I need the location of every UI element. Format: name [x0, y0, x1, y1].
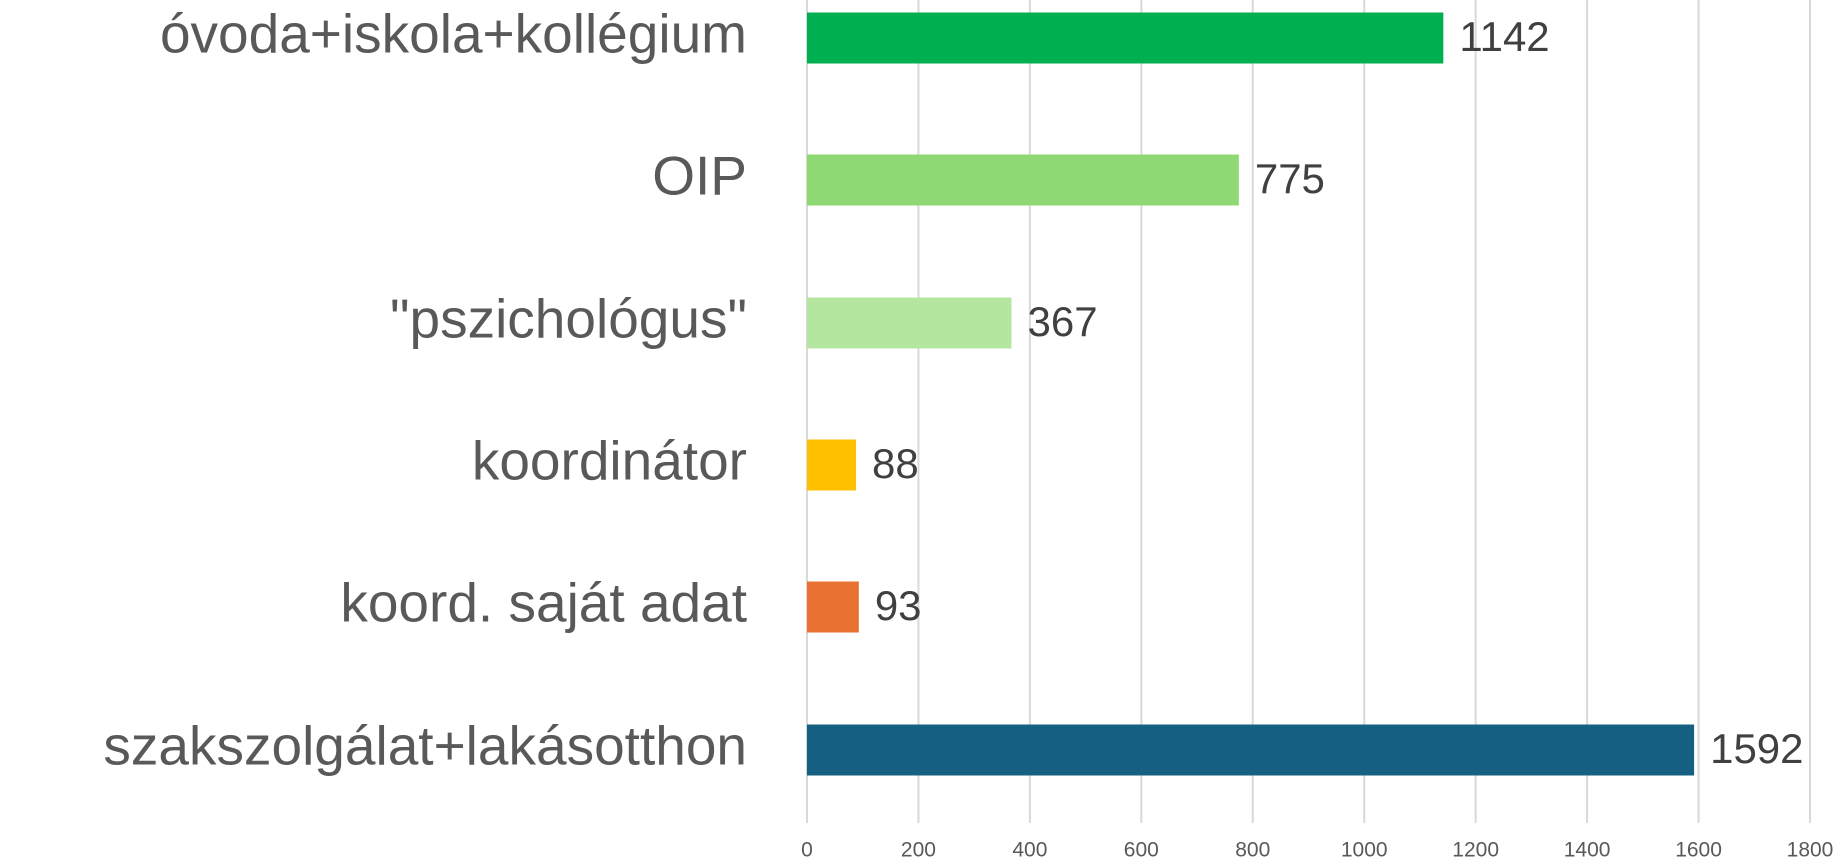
bar	[807, 581, 859, 633]
x-tick-label: 1200	[1452, 839, 1499, 862]
x-tick-label: 200	[901, 839, 936, 862]
category-label: koordinátor	[472, 430, 747, 492]
x-tick-label: 800	[1235, 839, 1270, 862]
x-tick-label: 400	[1012, 839, 1047, 862]
bar	[807, 297, 1012, 349]
category-label: szakszolgálat+lakásotthon	[103, 715, 747, 777]
category-label: óvoda+iskola+kollégium	[160, 3, 747, 65]
x-tick-label: 1600	[1675, 839, 1722, 862]
value-label: 775	[1255, 155, 1325, 202]
category-label: OIP	[652, 145, 747, 207]
category-label: "pszichológus"	[390, 288, 747, 350]
value-label: 88	[872, 440, 919, 487]
x-tick-label: 1400	[1564, 839, 1611, 862]
category-label: koord. saját adat	[340, 572, 747, 634]
x-tick-label: 1800	[1787, 839, 1834, 862]
bar	[807, 439, 857, 491]
value-label: 367	[1028, 298, 1098, 345]
bar	[807, 12, 1444, 64]
value-label: 93	[875, 582, 922, 629]
x-tick-label: 600	[1124, 839, 1159, 862]
x-tick-label: 0	[801, 839, 813, 862]
bar	[807, 724, 1695, 776]
x-tick-label: 1000	[1341, 839, 1388, 862]
bar	[807, 154, 1239, 206]
value-label: 1592	[1710, 725, 1803, 772]
value-label: 1142	[1459, 13, 1549, 60]
